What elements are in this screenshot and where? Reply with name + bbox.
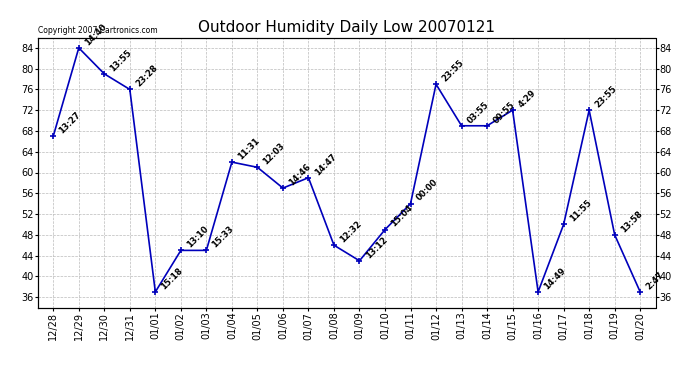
Text: 14:40: 14:40	[83, 22, 108, 47]
Text: 13:58: 13:58	[619, 209, 644, 234]
Text: 15:18: 15:18	[159, 266, 185, 291]
Text: 2:47: 2:47	[644, 270, 665, 291]
Text: 14:46: 14:46	[287, 162, 313, 187]
Text: 13:55: 13:55	[108, 48, 134, 73]
Text: 12:03: 12:03	[262, 141, 287, 166]
Text: 03:55: 03:55	[466, 100, 491, 125]
Text: 13:10: 13:10	[185, 224, 210, 250]
Text: 13:27: 13:27	[57, 110, 83, 135]
Text: 15:04: 15:04	[389, 204, 415, 229]
Text: 14:47: 14:47	[313, 152, 338, 177]
Text: 4:29: 4:29	[517, 88, 538, 110]
Text: 23:55: 23:55	[440, 58, 466, 84]
Text: 11:55: 11:55	[568, 198, 593, 223]
Text: 11:31: 11:31	[236, 136, 262, 161]
Text: 00:00: 00:00	[415, 178, 440, 203]
Text: 15:33: 15:33	[210, 224, 236, 250]
Text: Copyright 2007 Cartronics.com: Copyright 2007 Cartronics.com	[38, 26, 157, 35]
Text: 12:32: 12:32	[338, 219, 364, 245]
Text: 13:12: 13:12	[364, 235, 389, 260]
Text: 14:49: 14:49	[542, 266, 568, 291]
Text: 23:55: 23:55	[593, 84, 619, 110]
Text: 09:55: 09:55	[491, 100, 516, 125]
Text: 23:28: 23:28	[134, 63, 159, 88]
Title: Outdoor Humidity Daily Low 20070121: Outdoor Humidity Daily Low 20070121	[198, 20, 495, 35]
